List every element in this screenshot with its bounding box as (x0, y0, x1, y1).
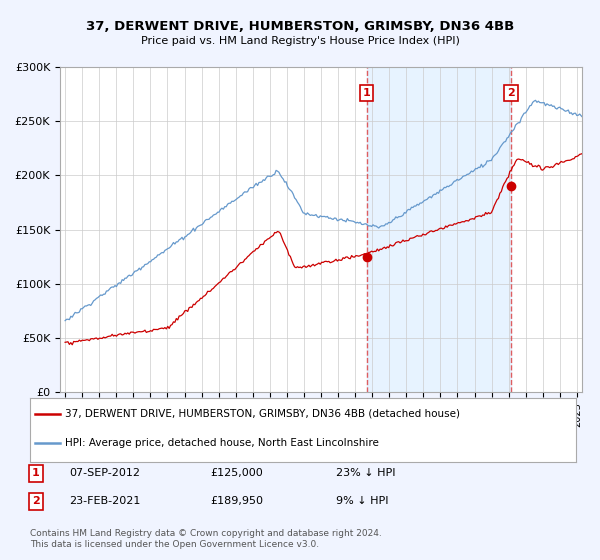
Text: £125,000: £125,000 (210, 468, 263, 478)
Text: 37, DERWENT DRIVE, HUMBERSTON, GRIMSBY, DN36 4BB: 37, DERWENT DRIVE, HUMBERSTON, GRIMSBY, … (86, 20, 514, 32)
Text: Contains HM Land Registry data © Crown copyright and database right 2024.
This d: Contains HM Land Registry data © Crown c… (30, 529, 382, 549)
Text: 2: 2 (507, 88, 515, 98)
Text: £189,950: £189,950 (210, 496, 263, 506)
Text: 9% ↓ HPI: 9% ↓ HPI (336, 496, 389, 506)
Text: 07-SEP-2012: 07-SEP-2012 (69, 468, 140, 478)
Text: 23-FEB-2021: 23-FEB-2021 (69, 496, 140, 506)
Text: Price paid vs. HM Land Registry's House Price Index (HPI): Price paid vs. HM Land Registry's House … (140, 36, 460, 46)
Text: 37, DERWENT DRIVE, HUMBERSTON, GRIMSBY, DN36 4BB (detached house): 37, DERWENT DRIVE, HUMBERSTON, GRIMSBY, … (65, 409, 460, 419)
Text: 1: 1 (363, 88, 371, 98)
Text: 2: 2 (32, 496, 40, 506)
Text: 23% ↓ HPI: 23% ↓ HPI (336, 468, 395, 478)
Text: HPI: Average price, detached house, North East Lincolnshire: HPI: Average price, detached house, Nort… (65, 438, 379, 447)
Bar (367, 67, 511, 392)
Text: 1: 1 (32, 468, 40, 478)
